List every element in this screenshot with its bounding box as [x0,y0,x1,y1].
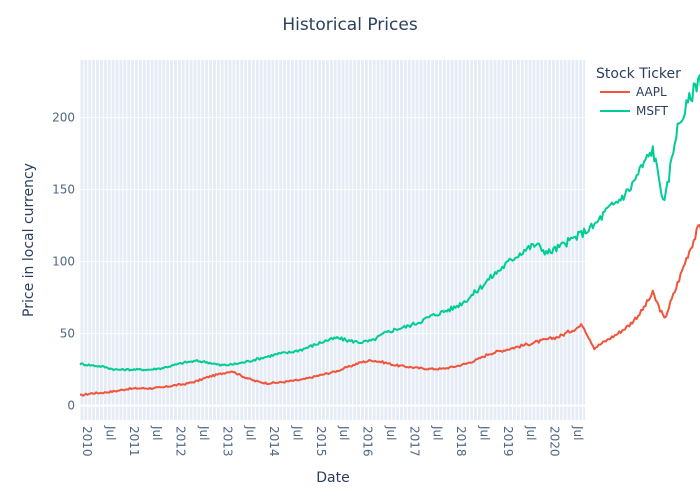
x-tick-label: Jul [524,425,538,440]
y-tick-label: 200 [52,111,75,125]
x-gridlines [79,60,588,420]
x-tick-label: 2011 [127,426,141,457]
x-tick-label: Jul [103,425,117,440]
x-tick-label: 2017 [407,426,421,457]
x-tick-label: 2018 [454,426,468,457]
y-gridlines [80,117,585,407]
x-tick-label: 2012 [174,426,188,457]
y-tick-labels: 0 50 100 150 200 [52,111,75,413]
legend-title: Stock Ticker [596,66,681,82]
legend-label-aapl: AAPL [636,85,667,99]
x-tick-label: Jul [337,425,351,440]
x-tick-label: 2020 [548,426,562,457]
y-tick-label: 0 [67,399,75,413]
legend-item-msft[interactable]: MSFT [600,104,669,118]
y-axis-title: Price in local currency [21,163,37,317]
y-tick-label: 50 [60,327,75,341]
series-line-msft[interactable] [79,74,700,372]
x-tick-label: 2016 [361,426,375,457]
x-tick-label: 2010 [80,426,94,457]
legend: Stock Ticker AAPL MSFT [596,66,681,118]
series-line-aapl[interactable] [79,210,700,397]
x-tick-label: Jul [290,425,304,440]
x-tick-label: Jul [197,425,211,440]
x-tick-label: Jul [571,425,585,440]
x-tick-label: 2019 [501,426,515,457]
x-tick-label: Jul [244,425,258,440]
x-tick-label: Jul [431,425,445,440]
x-tick-labels: 2010 Jul 2011 Jul 2012 Jul 2013 Jul 2014 Jul 2015 J… [80,425,585,457]
chart-title: Historical Prices [282,15,418,35]
legend-label-msft: MSFT [636,104,669,118]
x-tick-label: 2014 [267,426,281,457]
x-tick-label: Jul [384,425,398,440]
legend-item-aapl[interactable]: AAPL [600,85,667,99]
x-tick-label: 2015 [314,426,328,457]
x-tick-label: Jul [150,425,164,440]
y-tick-label: 100 [52,255,75,269]
y-tick-label: 150 [52,183,75,197]
series-layer [79,74,700,397]
plot-area [80,60,585,420]
x-tick-label: Jul [477,425,491,440]
x-axis-title: Date [316,470,349,486]
x-tick-label: 2013 [220,426,234,457]
